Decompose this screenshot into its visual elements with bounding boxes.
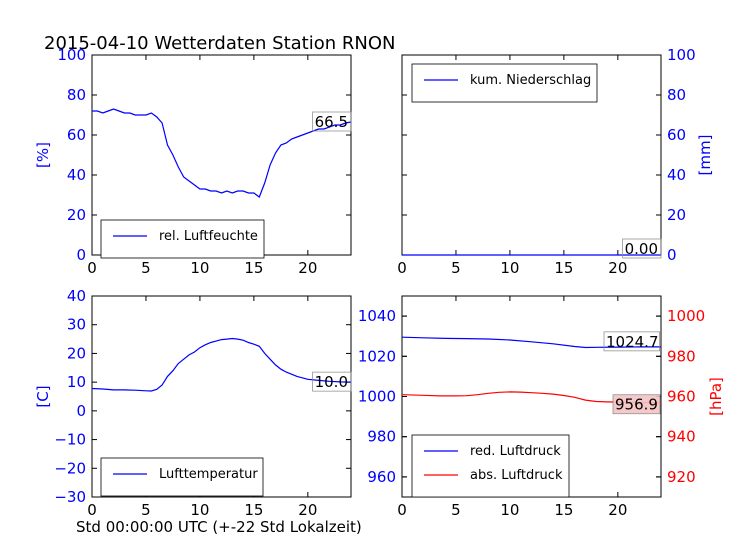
x-tick-label: 10 (190, 501, 209, 519)
series-line (91, 337, 352, 392)
figure-title: 2015-04-10 Wetterdaten Station RNON (44, 33, 395, 54)
y-tick-label: 960 (667, 388, 696, 406)
y-tick-label: 1000 (358, 388, 396, 406)
legend-box (411, 434, 570, 498)
y-tick-label: 0 (667, 246, 677, 264)
value-box (612, 394, 661, 415)
legend-label: red. Luftdruck (470, 444, 561, 459)
x-tick-label: 20 (608, 259, 627, 277)
y-tick-label: 60 (67, 126, 86, 144)
panel-top-left: 0 5 10 15 20 0 20 40 60 80 100 66.5 rel. Luftfeuchte… (34, 46, 352, 277)
x-tick-label: 20 (298, 501, 317, 519)
y-tick-label: 1020 (358, 347, 396, 365)
value-box (622, 238, 662, 259)
value-label: 0.00 (625, 240, 658, 258)
y-tick-label: 1040 (358, 307, 396, 325)
y-tick-label: 40 (667, 166, 686, 184)
series-line (401, 391, 662, 404)
x-tick-label: 10 (500, 501, 519, 519)
panel-bottom-left: 0 5 10 15 20 −30 −20 −10 0 10 20 30 40 10.0 Lufttemper… (34, 287, 352, 519)
legend-label: Lufttemperatur (159, 467, 258, 482)
figure-xlabel: Std 00:00:00 UTC (+-22 Std Lokalzeit) (76, 518, 362, 536)
y-tick-label: 1000 (667, 307, 705, 325)
x-tick-label: 0 (397, 259, 407, 277)
x-tick-label: 15 (244, 259, 263, 277)
value-label: 956.9 (615, 396, 658, 414)
y-tick-label: 20 (67, 344, 86, 362)
y-tick-label: 980 (667, 347, 696, 365)
y-tick-label: 80 (67, 86, 86, 104)
y-tick-label: −30 (54, 488, 86, 506)
y-tick-label: 30 (67, 316, 86, 334)
legend-box (100, 219, 265, 259)
x-tick-label: 20 (608, 501, 627, 519)
y-tick-label: 40 (67, 287, 86, 305)
y-axis-label: [C] (34, 385, 52, 407)
y-axis-label: [mm] (696, 135, 714, 176)
value-label: 1024.7 (606, 333, 659, 351)
y-tick-label: 960 (367, 468, 396, 486)
series-line (401, 336, 661, 349)
y-tick-label: 100 (667, 46, 696, 64)
y-tick-label: 10 (67, 373, 86, 391)
x-tick-label: 10 (500, 259, 519, 277)
x-tick-label: 15 (244, 501, 263, 519)
y-tick-label: −20 (54, 459, 86, 477)
y-tick-label: 100 (57, 46, 86, 64)
x-tick-label: 0 (87, 259, 97, 277)
plot-frame (91, 295, 352, 498)
y-tick-label: 20 (667, 206, 686, 224)
x-tick-label: 20 (298, 259, 317, 277)
x-tick-label: 5 (141, 259, 151, 277)
panel-top-right: 0 5 10 15 20 0 20 40 60 80 100 0.00 kum. Niederschla… (397, 46, 714, 277)
y-tick-label: 0 (76, 402, 86, 420)
value-box (603, 331, 660, 352)
x-tick-label: 15 (554, 259, 573, 277)
y-tick-label: 0 (76, 246, 86, 264)
y-tick-label: 40 (67, 166, 86, 184)
y-tick-label: 80 (667, 86, 686, 104)
x-tick-label: 15 (554, 501, 573, 519)
legend-label: rel. Luftfeuchte (159, 229, 258, 244)
x-tick-label: 5 (141, 501, 151, 519)
y-tick-label: 920 (667, 468, 696, 486)
legend-box (411, 63, 598, 103)
value-box (312, 371, 352, 392)
y-tick-label: 940 (667, 428, 696, 446)
x-tick-label: 5 (451, 259, 461, 277)
y-tick-label: 60 (667, 126, 686, 144)
value-label: 66.5 (315, 113, 348, 131)
y-axis-label: [%] (34, 142, 52, 168)
value-box (312, 111, 352, 132)
x-tick-label: 5 (451, 501, 461, 519)
value-label: 10.0 (315, 373, 348, 391)
x-tick-label: 10 (190, 259, 209, 277)
x-tick-label: 0 (397, 501, 407, 519)
y-tick-label: −10 (54, 431, 86, 449)
x-tick-label: 0 (87, 501, 97, 519)
panel-bottom-right: 0 5 10 15 20 960 980 1000 1020 1040 920 940 960 980 10… (358, 295, 725, 519)
legend-label: kum. Niederschlag (470, 73, 591, 88)
legend-label: abs. Luftdruck (470, 468, 563, 483)
y-tick-label: 980 (367, 428, 396, 446)
legend-box (100, 457, 264, 497)
y-tick-label: 20 (67, 206, 86, 224)
y-axis-label: [hPa] (707, 377, 725, 416)
series-line (92, 108, 352, 198)
